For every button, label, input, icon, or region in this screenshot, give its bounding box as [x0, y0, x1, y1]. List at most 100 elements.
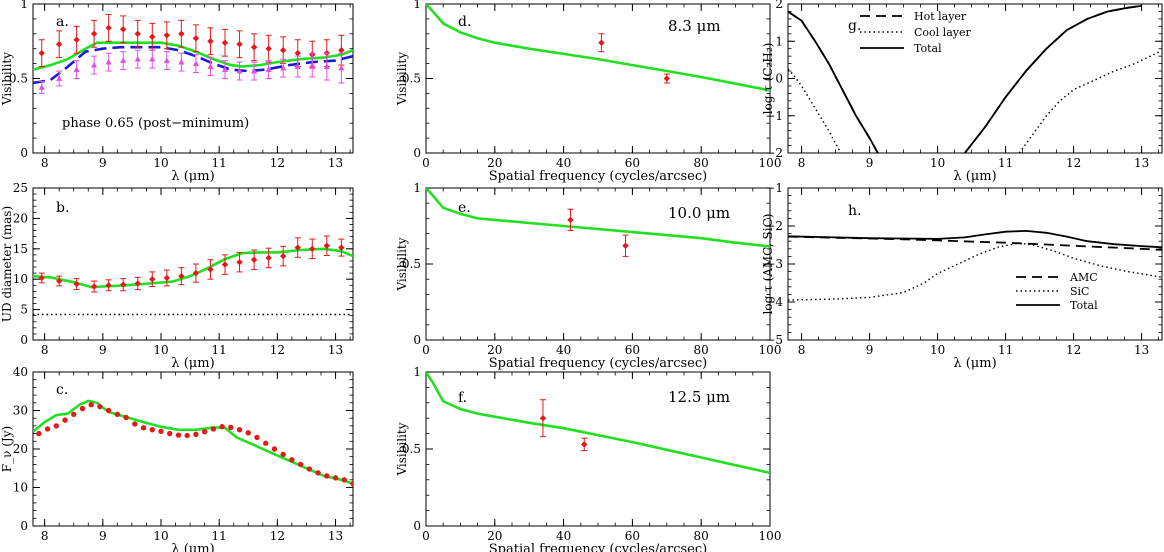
y-tick-label: 1: [413, 365, 421, 379]
series-line-solid: [788, 229, 1162, 249]
data-point-dot: [350, 480, 353, 487]
x-tick-label: 80: [694, 156, 709, 170]
data-layer: [426, 4, 770, 92]
x-tick-label: 11: [212, 529, 227, 543]
y-axis-label: Visibility: [395, 52, 409, 106]
data-point-diamond: [207, 38, 214, 45]
data-point-triangle: [236, 67, 243, 74]
series-line-dashed: [788, 10, 879, 153]
data-point-diamond: [192, 35, 200, 42]
data-point-dot: [132, 421, 138, 427]
data-point-diamond: [105, 282, 112, 289]
data-point-triangle: [38, 84, 45, 90]
x-tick-label: 12: [270, 156, 285, 170]
panel-annotation: phase 0.65 (post−minimum): [62, 116, 249, 131]
x-axis-label: λ (μm): [171, 169, 214, 184]
y-tick-label: −5: [765, 333, 783, 347]
data-point-diamond: [207, 266, 214, 273]
data-point-diamond: [90, 283, 98, 290]
y-tick-label: −4: [765, 295, 783, 309]
data-point-diamond: [38, 49, 45, 57]
data-point-diamond: [581, 441, 588, 448]
data-layer: [33, 399, 353, 487]
y-tick-label: 0: [20, 519, 28, 533]
y-tick-label: 1: [413, 181, 421, 195]
x-tick-label: 13: [1134, 343, 1149, 357]
data-point-diamond: [178, 30, 185, 37]
data-point-diamond: [539, 415, 547, 422]
data-point-dot: [297, 461, 304, 468]
series-line-dotted: [1018, 49, 1162, 153]
data-point-diamond: [265, 45, 272, 52]
data-point-dot: [158, 428, 164, 434]
data-point-diamond: [163, 32, 171, 39]
data-point-diamond: [265, 254, 272, 262]
data-point-dot: [289, 457, 295, 463]
x-tick-label: 40: [556, 529, 571, 543]
legend-label: SiC: [1070, 285, 1089, 298]
y-tick-label: 0: [413, 333, 421, 347]
x-tick-label: 80: [694, 343, 709, 357]
data-point-dot: [306, 466, 313, 472]
data-point-diamond: [598, 39, 605, 46]
panel-c: 8 9 10 11 12 13 0 10 20 30 40 λ (μm) F_ν (Jy) c.: [0, 365, 354, 552]
y-tick-label: 10: [13, 272, 28, 286]
panel-b: 8 9 10 11 12 13 0 5 10 15 20 25 λ (μm) UD diameter (m…: [0, 181, 354, 371]
data-point-dot: [44, 426, 51, 432]
y-axis-label: log τ (C₂H₂): [761, 43, 775, 115]
data-point-triangle: [222, 66, 228, 72]
x-tick-label: 8: [798, 156, 806, 170]
y-tick-label: −1: [765, 181, 783, 195]
data-point-triangle: [280, 64, 287, 71]
data-point-dot: [228, 424, 234, 431]
x-tick-label: 20: [487, 343, 502, 357]
x-tick-label: 11: [998, 343, 1013, 357]
data-point-triangle: [73, 66, 80, 72]
data-point-dot: [175, 432, 182, 438]
y-axis-label: UD diameter (mas): [0, 206, 14, 322]
data-point-dot: [280, 451, 286, 458]
data-layer: [33, 13, 353, 94]
data-point-triangle: [294, 63, 301, 69]
x-axis-label: Spatial frequency (cycles/arcsec): [489, 542, 707, 552]
axes-frame: [787, 187, 1163, 341]
data-point-dot: [149, 427, 155, 433]
panel-annotation: 12.5 μm: [668, 388, 730, 406]
y-tick-label: 0: [413, 519, 421, 533]
data-point-dot: [62, 417, 68, 423]
y-tick-label: 40: [13, 365, 28, 379]
data-point-dot: [88, 402, 94, 408]
data-point-triangle: [192, 60, 199, 66]
data-point-diamond: [105, 24, 112, 32]
y-tick-label: 10: [13, 481, 28, 495]
data-point-diamond: [149, 276, 156, 283]
data-point-dot: [79, 405, 86, 412]
x-tick-label: 12: [1066, 343, 1081, 357]
data-point-triangle: [149, 55, 156, 62]
x-axis-label: λ (μm): [171, 542, 214, 552]
x-tick-label: 40: [556, 156, 571, 170]
data-point-triangle: [56, 75, 63, 81]
axes-frame: [787, 3, 1163, 154]
data-point-diamond: [178, 272, 185, 280]
y-tick-label: 0: [775, 72, 783, 86]
x-tick-label: 9: [866, 156, 874, 170]
x-tick-label: 8: [41, 343, 49, 357]
data-point-diamond: [149, 33, 156, 40]
data-point-diamond: [338, 46, 345, 54]
x-tick-label: 100: [759, 343, 782, 357]
data-point-diamond: [663, 75, 670, 82]
data-point-dot: [315, 470, 321, 476]
panel-label: d.: [458, 14, 471, 30]
y-tick-label: −3: [765, 257, 783, 271]
panel-e: 0 20 40 60 80 100 0 0.5 1 Spatial frequency (cycl…: [395, 181, 781, 371]
data-point-triangle: [163, 57, 170, 64]
data-point-diamond: [38, 274, 45, 282]
data-point-dot: [114, 411, 121, 418]
panel-label: g.: [848, 18, 861, 34]
data-point-diamond: [567, 216, 574, 224]
x-tick-label: 0: [422, 343, 430, 357]
data-point-diamond: [279, 46, 287, 54]
series-line-dotted: [788, 68, 842, 153]
data-layer: [426, 188, 770, 257]
